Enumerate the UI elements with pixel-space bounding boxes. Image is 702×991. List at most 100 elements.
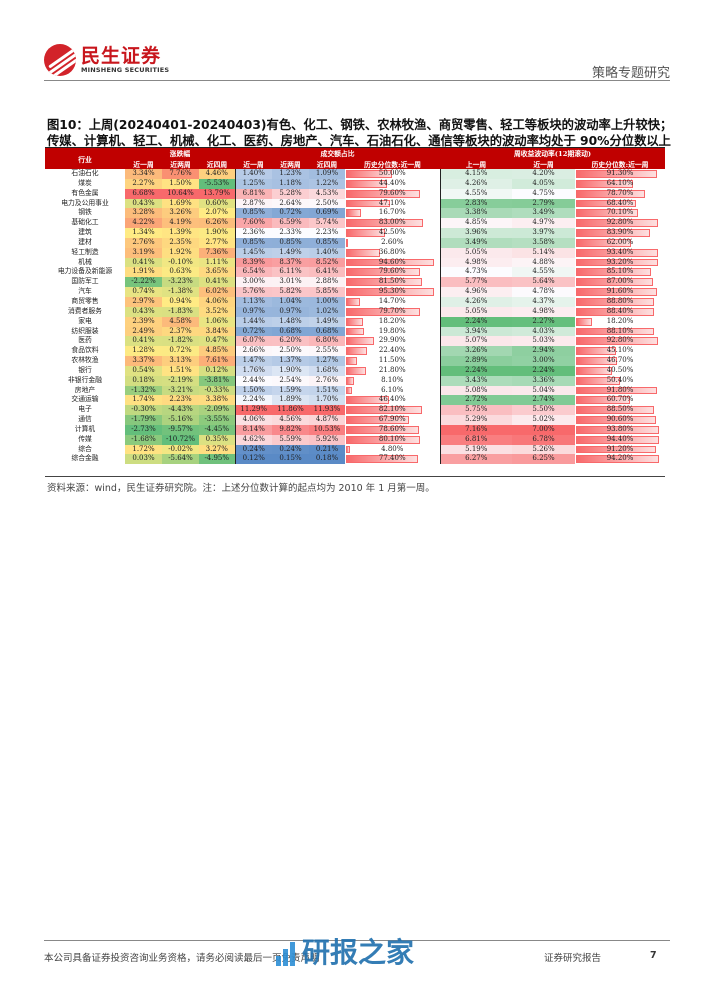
- subheader-ret-cols-1: 近两周: [162, 158, 199, 169]
- volatility-cell: 5.77%: [440, 277, 513, 288]
- industry-name: 传媒: [78, 434, 92, 443]
- volatility-cell: 4.88%: [512, 257, 576, 268]
- percentile-bar: [576, 179, 633, 188]
- return-cell: -5.16%: [162, 415, 199, 425]
- percentile-value: 81.50%: [378, 277, 406, 286]
- return-cell: 2.37%: [162, 326, 199, 337]
- turnover-cell: 1.02%: [309, 306, 345, 317]
- percentile-value: 19.80%: [378, 326, 406, 335]
- percentile-value: 87.00%: [606, 277, 634, 286]
- volatility-percentile-cell: 91.60%: [575, 287, 665, 297]
- turnover-cell: 5.74%: [309, 218, 345, 229]
- return-cell: 2.39%: [125, 316, 162, 327]
- return-cell: 3.65%: [199, 267, 236, 278]
- return-cell: -0.10%: [162, 257, 199, 268]
- volatility-cell: 3.96%: [440, 228, 513, 238]
- percentile-bar: [576, 327, 654, 336]
- volatility-cell: 5.50%: [512, 405, 576, 416]
- return-cell: 0.41%: [125, 336, 162, 347]
- percentile-value: 91.60%: [606, 287, 634, 296]
- volatility-cell: 4.85%: [440, 218, 513, 229]
- percentile-value: 77.40%: [378, 454, 406, 463]
- turnover-cell: 1.70%: [309, 395, 345, 406]
- percentile-value: 85.10%: [606, 267, 634, 276]
- logo-mark-icon: [44, 44, 76, 76]
- percentile-bar: [576, 189, 646, 198]
- percentile-bar: [346, 307, 420, 316]
- turnover-percentile-cell: 80.10%: [345, 434, 441, 445]
- return-cell: -3.23%: [162, 277, 199, 288]
- percentile-bar: [346, 268, 420, 277]
- percentile-value: 22.40%: [378, 346, 406, 355]
- brand-name-en: MINSHENG SECURITIES: [81, 66, 170, 74]
- header-turnover: 成交额占比: [235, 148, 441, 159]
- turnover-cell: 1.47%: [235, 356, 272, 366]
- turnover-percentile-cell: 83.00%: [345, 218, 441, 229]
- turnover-cell: 2.76%: [309, 375, 345, 386]
- turnover-cell: 3.01%: [272, 277, 309, 288]
- turnover-cell: 4.87%: [309, 415, 345, 425]
- return-cell: 0.41%: [125, 257, 162, 268]
- return-cell: 3.28%: [125, 208, 162, 219]
- percentile-bar: [346, 376, 354, 385]
- return-cell: 1.39%: [162, 228, 199, 238]
- percentile-bar: [346, 386, 352, 395]
- percentile-value: 94.60%: [378, 257, 406, 266]
- volatility-percentile-cell: 50.40%: [575, 376, 665, 386]
- percentile-bar: [576, 425, 659, 434]
- volatility-cell: 4.97%: [512, 218, 576, 229]
- return-cell: 1.34%: [125, 228, 162, 238]
- turnover-cell: 0.18%: [309, 454, 345, 465]
- volatility-cell: 4.75%: [512, 188, 576, 199]
- percentile-value: 92.80%: [606, 336, 634, 345]
- turnover-cell: 2.33%: [272, 228, 309, 238]
- return-cell: -1.79%: [125, 415, 162, 425]
- return-cell: 0.18%: [125, 375, 162, 386]
- volatility-percentile-cell: 85.10%: [575, 267, 665, 277]
- percentile-value: 42.50%: [378, 228, 406, 237]
- percentile-value: 78.60%: [378, 424, 406, 433]
- page-number: 7: [650, 950, 657, 961]
- turnover-percentile-cell: 77.40%: [345, 454, 441, 465]
- volatility-cell: 4.73%: [440, 267, 513, 278]
- volatility-cell: 5.05%: [440, 306, 513, 317]
- volatility-percentile-cell: 88.40%: [575, 307, 665, 317]
- return-cell: 3.38%: [199, 395, 236, 406]
- volatility-cell: 7.00%: [512, 424, 576, 435]
- volatility-percentile-cell: 78.70%: [575, 189, 665, 199]
- watermark: 研报之家: [276, 938, 414, 968]
- percentile-bar: [346, 170, 393, 178]
- percentile-value: 60.70%: [606, 395, 634, 404]
- brand-logo: 民生证券 MINSHENG SECURITIES: [44, 44, 169, 76]
- percentile-value: 16.70%: [378, 208, 406, 217]
- percentile-value: 92.80%: [606, 218, 634, 227]
- percentile-bar: [576, 297, 655, 306]
- percentile-value: 40.50%: [606, 365, 634, 374]
- turnover-cell: 0.85%: [235, 208, 272, 219]
- turnover-cell: 0.15%: [272, 454, 309, 465]
- turnover-percentile-cell: 4.80%: [345, 444, 441, 455]
- return-cell: 1.74%: [125, 395, 162, 406]
- table-row: 轻工制造 3.19% 1.92% 7.36% 1.45% 1.49% 1.40% 36.80%…: [45, 247, 665, 258]
- return-cell: 0.94%: [162, 296, 199, 307]
- volatility-percentile-cell: 83.90%: [575, 228, 665, 238]
- table-row: 电力设备及新能源 1.91% 0.63% 3.65% 6.54% 6.11% 6.41% 79…: [45, 267, 665, 278]
- return-cell: 2.97%: [125, 296, 162, 307]
- table-row: 石油石化 3.34% 7.76% 4.46% 1.40% 1.23% 1.09% 50.00%…: [45, 169, 665, 179]
- turnover-percentile-cell: 78.60%: [345, 424, 441, 435]
- percentile-value: 44.40%: [378, 178, 406, 187]
- volatility-percentile-cell: 88.50%: [575, 405, 665, 415]
- percentile-value: 18.20%: [378, 316, 406, 325]
- volatility-cell: 4.98%: [440, 257, 513, 268]
- turnover-cell: 1.25%: [235, 178, 272, 189]
- volatility-percentile-cell: 60.70%: [575, 395, 665, 405]
- turnover-cell: 10.53%: [309, 424, 345, 435]
- turnover-cell: 0.68%: [272, 326, 309, 337]
- percentile-bar: [346, 455, 418, 464]
- industry-name: 消费者服务: [68, 306, 102, 315]
- table-bottom-rule: [45, 476, 665, 477]
- percentile-bar: [346, 248, 381, 257]
- industry-name: 非银行金融: [68, 375, 102, 384]
- turnover-cell: 5.82%: [272, 287, 309, 297]
- turnover-cell: 2.24%: [235, 395, 272, 406]
